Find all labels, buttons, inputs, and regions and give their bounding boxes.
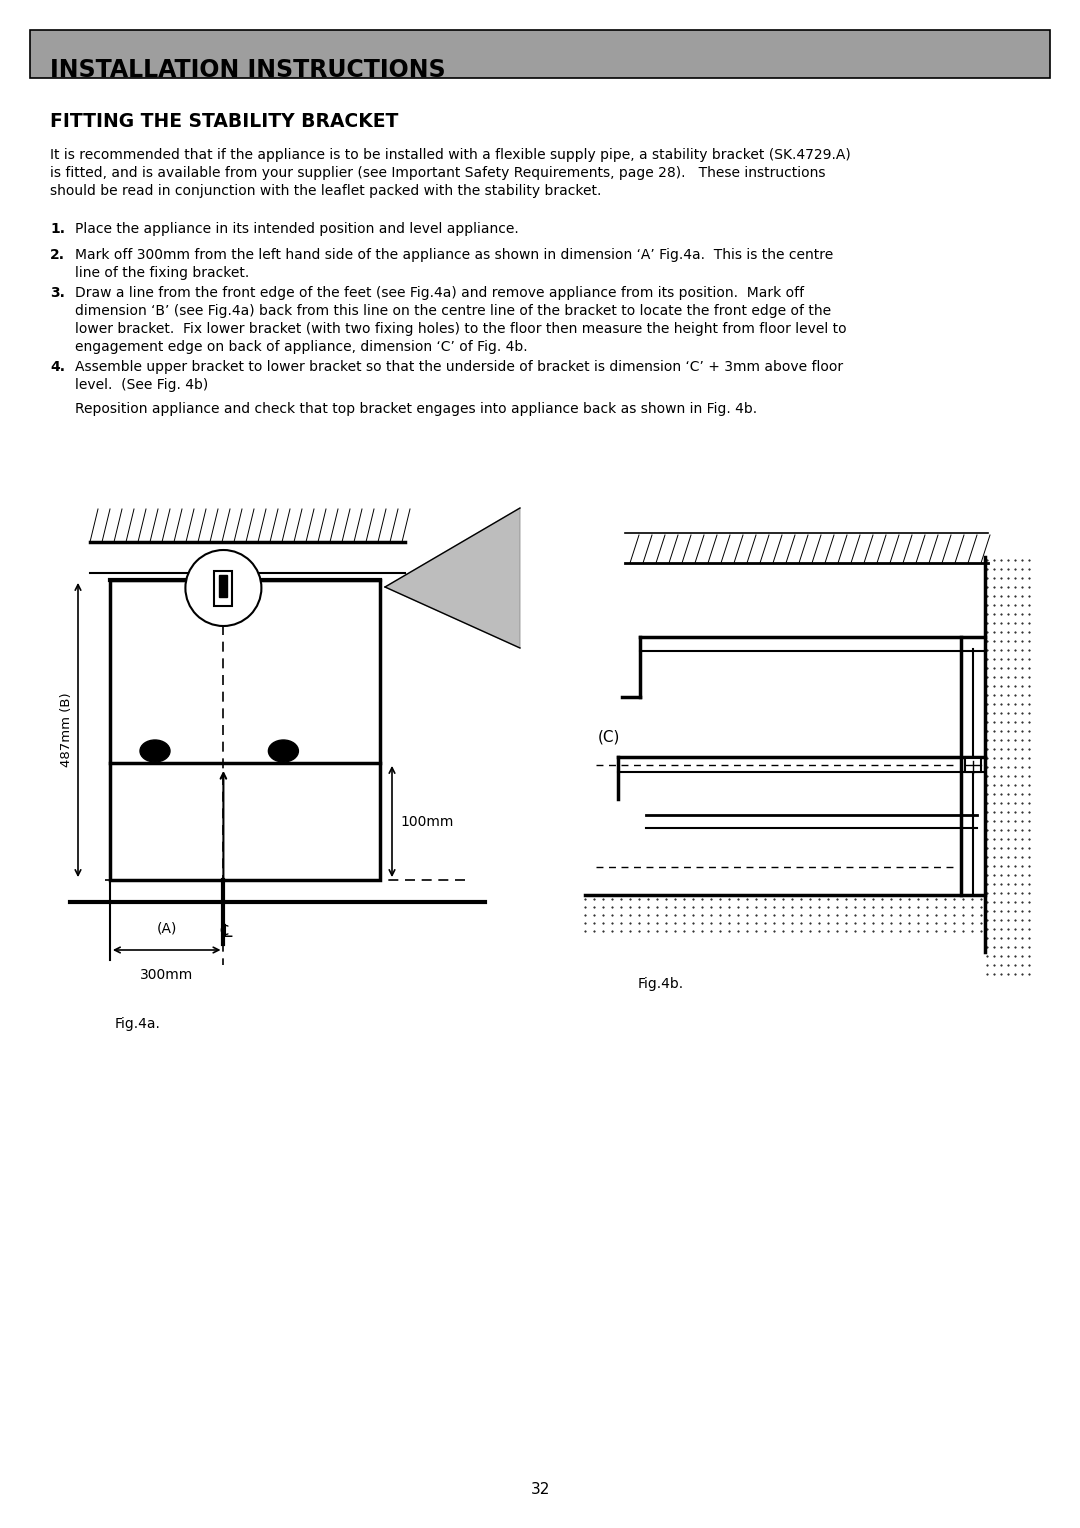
Text: Assemble upper bracket to lower bracket so that the underside of bracket is dime: Assemble upper bracket to lower bracket …: [75, 361, 843, 374]
Text: Draw a line from the front edge of the feet (see Fig.4a) and remove appliance fr: Draw a line from the front edge of the f…: [75, 286, 805, 299]
Bar: [219, 575, 228, 597]
Text: Fig.4a.: Fig.4a.: [114, 1018, 161, 1031]
Text: 2.: 2.: [50, 248, 65, 261]
Text: Reposition appliance and check that top bracket engages into appliance back as s: Reposition appliance and check that top …: [75, 402, 757, 416]
Text: dimension ‘B’ (see Fig.4a) back from this line on the centre line of the bracket: dimension ‘B’ (see Fig.4a) back from thi…: [75, 304, 832, 318]
Ellipse shape: [186, 550, 261, 626]
Text: It is recommended that if the appliance is to be installed with a flexible suppl: It is recommended that if the appliance …: [50, 148, 851, 162]
Bar: [966, 758, 981, 772]
Text: lower bracket.  Fix lower bracket (with two fixing holes) to the floor then meas: lower bracket. Fix lower bracket (with t…: [75, 322, 847, 336]
Text: is fitted, and is available from your supplier (see Important Safety Requirement: is fitted, and is available from your su…: [50, 167, 825, 180]
Text: ℄: ℄: [220, 923, 232, 941]
Text: 487mm (B): 487mm (B): [60, 692, 73, 767]
Text: Mark off 300mm from the left hand side of the appliance as shown in dimension ‘A: Mark off 300mm from the left hand side o…: [75, 248, 834, 261]
Text: 3.: 3.: [50, 286, 65, 299]
Text: 300mm: 300mm: [140, 969, 193, 983]
Ellipse shape: [140, 740, 170, 762]
Text: 1.: 1.: [50, 222, 65, 235]
Text: 4.: 4.: [50, 361, 65, 374]
Text: 32: 32: [530, 1482, 550, 1497]
Bar: [215, 570, 232, 605]
Text: (A): (A): [157, 921, 177, 935]
Text: (C): (C): [598, 729, 620, 744]
Text: engagement edge on back of appliance, dimension ‘C’ of Fig. 4b.: engagement edge on back of appliance, di…: [75, 341, 528, 354]
Text: line of the fixing bracket.: line of the fixing bracket.: [75, 266, 249, 280]
Polygon shape: [384, 507, 519, 648]
Text: Fig.4b.: Fig.4b.: [638, 976, 684, 992]
Bar: [30, 31, 1050, 78]
Bar: [110, 581, 380, 880]
Text: Place the appliance in its intended position and level appliance.: Place the appliance in its intended posi…: [75, 222, 518, 235]
Text: should be read in conjunction with the leaflet packed with the stability bracket: should be read in conjunction with the l…: [50, 183, 602, 199]
Ellipse shape: [269, 740, 298, 762]
Text: level.  (See Fig. 4b): level. (See Fig. 4b): [75, 377, 208, 393]
Text: 100mm: 100mm: [400, 814, 454, 828]
Text: FITTING THE STABILITY BRACKET: FITTING THE STABILITY BRACKET: [50, 112, 399, 131]
Text: INSTALLATION INSTRUCTIONS: INSTALLATION INSTRUCTIONS: [50, 58, 446, 83]
